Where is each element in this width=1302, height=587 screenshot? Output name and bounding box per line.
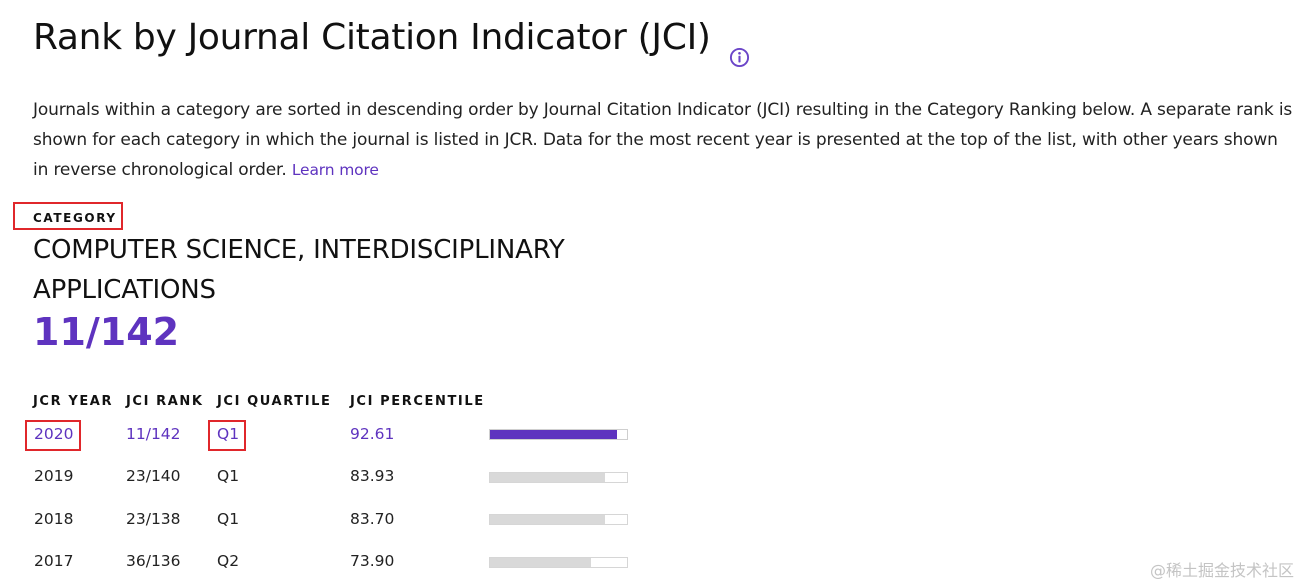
row-quartile: Q2 — [217, 552, 240, 570]
row-percentile: 73.90 — [350, 552, 395, 570]
description: Journals within a category are sorted in… — [33, 95, 1295, 185]
info-icon[interactable] — [729, 47, 750, 68]
percentile-bar — [489, 429, 628, 440]
row-rank[interactable]: 11/142 — [126, 425, 181, 443]
row-rank: 23/140 — [126, 467, 181, 485]
watermark: @稀土掘金技术社区 — [1149, 561, 1294, 580]
percentile-bar — [489, 514, 628, 525]
percentile-bar-fill — [490, 473, 605, 482]
row-year: 2017 — [34, 552, 74, 570]
row-year: 2018 — [34, 510, 74, 528]
category-name-line2: APPLICATIONS — [33, 275, 216, 305]
percentile-bar-fill — [490, 558, 592, 567]
learn-more-link[interactable]: Learn more — [291, 161, 379, 179]
row-rank: 23/138 — [126, 510, 181, 528]
header-jci-quartile: JCI QUARTILE — [217, 394, 332, 409]
row-year: 2019 — [34, 467, 74, 485]
header-jci-rank: JCI RANK — [126, 394, 204, 409]
category-rank: 11/142 — [33, 310, 180, 354]
description-text: Journals within a category are sorted in… — [33, 100, 1293, 180]
row-year[interactable]: 2020 — [34, 425, 74, 443]
row-percentile: 83.93 — [350, 467, 395, 485]
row-percentile: 83.70 — [350, 510, 395, 528]
category-label: CATEGORY — [33, 211, 117, 225]
percentile-bar-fill — [490, 515, 605, 524]
page-title: Rank by Journal Citation Indicator (JCI) — [33, 17, 711, 58]
header-jci-percentile: JCI PERCENTILE — [350, 394, 485, 409]
percentile-bar — [489, 557, 628, 568]
percentile-bar-fill — [490, 430, 617, 439]
row-quartile: Q1 — [217, 467, 240, 485]
row-rank: 36/136 — [126, 552, 181, 570]
percentile-bar — [489, 472, 628, 483]
category-name-line1: COMPUTER SCIENCE, INTERDISCIPLINARY — [33, 235, 565, 265]
row-percentile[interactable]: 92.61 — [350, 425, 395, 443]
header-jcr-year: JCR YEAR — [33, 394, 114, 409]
category-name: COMPUTER SCIENCE, INTERDISCIPLINARY APPL… — [33, 230, 633, 310]
row-quartile: Q1 — [217, 510, 240, 528]
row-quartile[interactable]: Q1 — [217, 425, 240, 443]
